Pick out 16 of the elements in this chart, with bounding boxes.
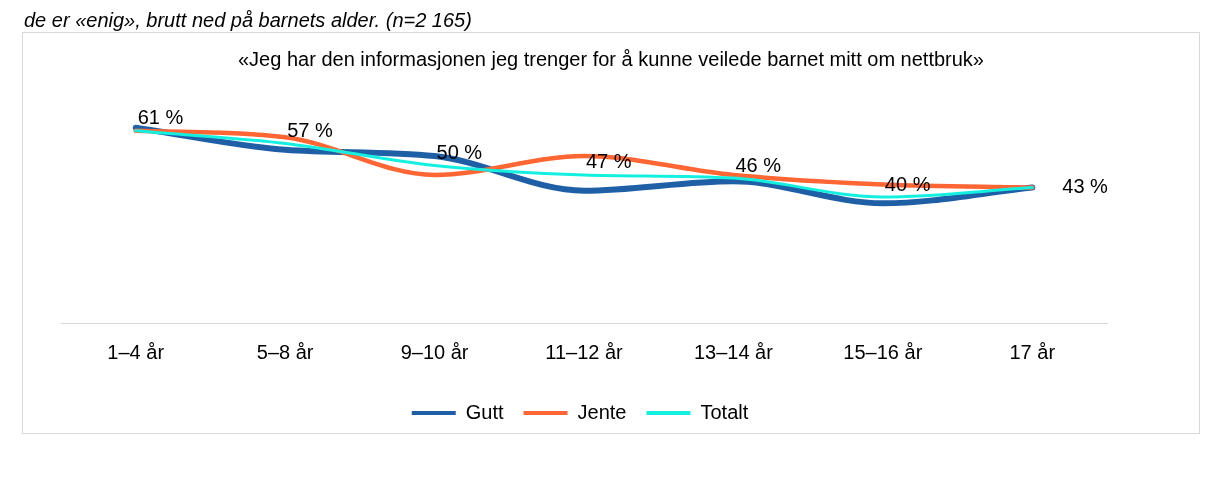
x-tick-label: 1–4 år <box>107 340 165 363</box>
x-tick-label: 9–10 år <box>400 340 469 363</box>
legend-label: Jente <box>577 400 627 423</box>
legend-label: Totalt <box>700 400 749 423</box>
data-label: 46 % <box>735 153 782 176</box>
x-tick-label: 5–8 år <box>256 340 314 363</box>
data-label: 57 % <box>287 118 333 141</box>
chart-subtitle: de er «enig», brutt ned på barnets alder. (n=2 165) <box>24 8 473 32</box>
x-tick-label: 15–16 år <box>843 340 923 363</box>
data-label: 43 % <box>1062 175 1109 198</box>
chart-title: «Jeg har den informasjonen jeg trenger for å kunne veilede barnet mitt om nettbruk» <box>237 47 985 71</box>
legend-label: Gutt <box>465 400 504 423</box>
data-label: 61 % <box>137 106 184 129</box>
x-tick-label: 17 år <box>1009 340 1056 363</box>
x-tick-label: 11–12 år <box>545 340 624 363</box>
x-tick-label: 13–14 år <box>693 340 774 363</box>
